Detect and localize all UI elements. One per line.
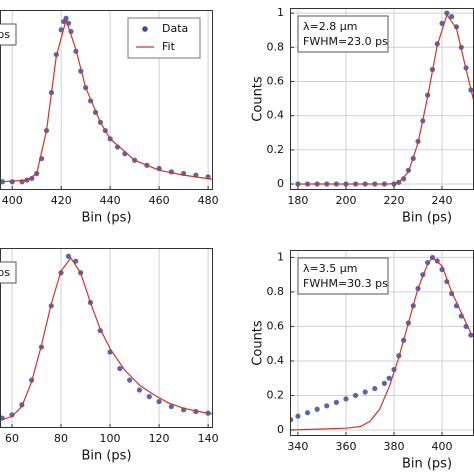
data-point bbox=[146, 394, 152, 400]
y-tick-label: 1 bbox=[277, 250, 284, 263]
data-point bbox=[381, 380, 388, 386]
data-point bbox=[453, 24, 460, 30]
data-point bbox=[468, 332, 474, 338]
data-point bbox=[168, 403, 174, 410]
y-tick-label: 0.6 bbox=[267, 319, 285, 332]
x-tick-label: 440 bbox=[100, 194, 121, 207]
x-tick-label: 100 bbox=[100, 432, 121, 445]
data-point bbox=[304, 410, 311, 416]
data-point bbox=[215, 174, 220, 179]
annotation: ps bbox=[0, 266, 10, 279]
y-tick-label: 0.8 bbox=[267, 285, 285, 298]
annotation-box bbox=[297, 257, 389, 295]
y-axis-label: Counts bbox=[251, 76, 266, 122]
x-tick-label: 340 bbox=[287, 440, 308, 453]
data-point bbox=[324, 403, 330, 409]
annotation: FWHM=30.3 ps bbox=[303, 277, 388, 290]
data-point bbox=[425, 259, 431, 266]
x-axis-label: Bin (ps) bbox=[81, 211, 131, 226]
y-axis-label: Counts bbox=[251, 320, 266, 366]
data-point bbox=[314, 406, 320, 412]
x-tick-label: 420 bbox=[51, 194, 72, 207]
legend-box bbox=[127, 17, 201, 59]
data-point bbox=[352, 392, 359, 399]
data-point bbox=[386, 375, 392, 381]
x-tick-label: 480 bbox=[198, 194, 219, 207]
data-point bbox=[65, 253, 71, 259]
data-point bbox=[444, 10, 450, 16]
y-tick-label: 0.6 bbox=[267, 74, 285, 87]
plot-frame bbox=[0, 248, 213, 428]
y-tick-label: 0.2 bbox=[267, 143, 285, 156]
x-tick-label: 380 bbox=[384, 440, 405, 453]
data-point bbox=[156, 398, 162, 405]
plot-clip bbox=[0, 10, 220, 190]
fit-line bbox=[290, 256, 472, 431]
data-point bbox=[117, 365, 123, 372]
x-tick-label: 360 bbox=[335, 440, 356, 453]
x-axis-label: Bin (ps) bbox=[402, 211, 452, 226]
plot-frame bbox=[0, 10, 213, 190]
x-tick-label: 460 bbox=[149, 194, 170, 207]
fit-line bbox=[2, 256, 213, 421]
data-point bbox=[372, 385, 378, 392]
x-tick-label: 220 bbox=[384, 194, 405, 207]
annotation: λ=2.8 µm bbox=[303, 20, 357, 33]
data-point bbox=[362, 389, 368, 395]
data-point bbox=[333, 399, 339, 405]
annotation-box bbox=[297, 15, 389, 53]
annotation-box bbox=[0, 23, 17, 46]
fit-line bbox=[297, 13, 474, 185]
data-point bbox=[215, 412, 220, 417]
x-tick-label: 180 bbox=[287, 194, 308, 207]
y-tick-label: 0 bbox=[277, 423, 284, 436]
x-tick-label: 80 bbox=[54, 432, 68, 445]
annotation-box bbox=[0, 261, 17, 284]
x-tick-label: 60 bbox=[5, 432, 19, 445]
y-tick-label: 0.8 bbox=[267, 40, 285, 53]
x-tick-label: 400 bbox=[432, 440, 453, 453]
data-point bbox=[136, 387, 143, 393]
x-tick-label: 240 bbox=[432, 194, 453, 207]
fit-line bbox=[2, 17, 213, 183]
plot-clip bbox=[0, 248, 220, 428]
annotation: λ=3.5 µm bbox=[303, 262, 357, 275]
x-tick-label: 120 bbox=[149, 432, 170, 445]
y-tick-label: 0.4 bbox=[267, 109, 285, 122]
data-point bbox=[9, 412, 15, 418]
data-point bbox=[449, 13, 455, 20]
y-tick-label: 0.2 bbox=[267, 388, 285, 401]
x-axis-label: Bin (ps) bbox=[81, 449, 131, 464]
data-point bbox=[343, 396, 349, 402]
y-tick-label: 0.4 bbox=[267, 354, 285, 367]
annotation: ps bbox=[0, 28, 10, 41]
x-tick-label: 140 bbox=[198, 432, 219, 445]
x-axis-label: Bin (ps) bbox=[402, 457, 452, 472]
legend-label: Data bbox=[162, 22, 188, 35]
x-tick-label: 200 bbox=[335, 194, 356, 207]
annotation: FWHM=23.0 ps bbox=[303, 35, 388, 48]
plot-area bbox=[0, 248, 213, 428]
x-tick-label: 400 bbox=[2, 194, 23, 207]
data-point bbox=[401, 176, 407, 182]
legend-label: Fit bbox=[162, 40, 176, 53]
data-point bbox=[127, 377, 133, 383]
data-point bbox=[295, 413, 301, 419]
y-tick-label: 1 bbox=[277, 6, 284, 19]
legend-swatch bbox=[142, 26, 148, 32]
y-tick-label: 0 bbox=[277, 177, 284, 190]
